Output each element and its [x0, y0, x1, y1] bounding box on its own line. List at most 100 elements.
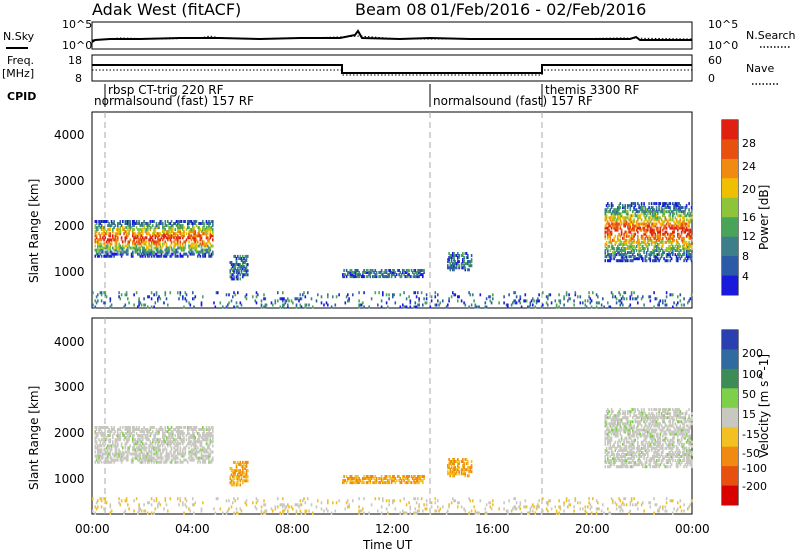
echo-cell: [197, 440, 199, 444]
echo-cell: [632, 446, 634, 450]
echo-cell: [645, 244, 648, 248]
echo-cell: [660, 238, 663, 242]
echo-cell: [194, 248, 197, 252]
echo-cell: [613, 226, 615, 230]
echo-cell: [169, 440, 172, 444]
echo-cell: [663, 251, 665, 255]
echo-cell: [413, 305, 415, 309]
echo-cell: [403, 269, 405, 272]
echo-cell: [190, 444, 193, 448]
echo-cell: [452, 472, 454, 476]
echo-cell: [159, 438, 162, 442]
echo-cell: [350, 269, 353, 272]
echo-cell: [372, 269, 374, 272]
echo-cell: [189, 230, 192, 234]
echo-cell: [175, 232, 178, 236]
echo-cell: [463, 256, 465, 259]
echo-cell: [648, 242, 650, 246]
echo-cell: [655, 412, 658, 416]
echo-cell: [453, 464, 455, 468]
echo-cell: [178, 452, 180, 456]
echo-cell: [633, 426, 635, 430]
echo-cell: [363, 481, 365, 485]
echo-cell: [663, 257, 665, 261]
echo-cell: [657, 436, 659, 440]
echo-cell: [455, 470, 458, 474]
power-ytick-3000: 3000: [54, 174, 85, 188]
echo-cell: [244, 475, 247, 479]
echo-cell: [132, 440, 134, 444]
echo-cell: [95, 432, 98, 436]
echo-cell: [362, 481, 364, 485]
echo-cell: [182, 226, 184, 230]
echo-cell: [178, 224, 180, 228]
echo-cell: [357, 269, 359, 272]
echo-cell: [153, 446, 155, 450]
echo-cell: [184, 458, 187, 462]
echo-cell: [655, 450, 658, 454]
echo-cell: [245, 265, 248, 269]
echo-cell: [618, 453, 620, 456]
echo-cell: [194, 220, 197, 223]
echo-cell: [612, 210, 614, 214]
echo-cell: [235, 269, 238, 273]
echo-cell: [404, 275, 407, 279]
echo-cell: [109, 228, 112, 232]
echo-cell: [618, 242, 620, 246]
echo-cell: [672, 247, 674, 250]
echo-cell: [647, 226, 649, 230]
echo-cell: [110, 220, 113, 223]
echo-cell: [637, 236, 639, 240]
echo-cell: [647, 450, 649, 454]
echo-cell: [113, 238, 115, 242]
echo-cell: [419, 271, 422, 274]
echo-cell: [198, 432, 200, 436]
echo-cell: [115, 228, 118, 232]
echo-cell: [658, 422, 660, 426]
echo-cell: [612, 216, 614, 220]
echo-cell: [673, 426, 675, 430]
echo-cell: [119, 226, 122, 230]
echo-cell: [653, 414, 655, 418]
echo-cell: [683, 238, 685, 242]
echo-cell: [345, 275, 348, 279]
echo-cell: [235, 477, 238, 481]
echo-cell: [658, 236, 660, 240]
echo-cell: [382, 291, 384, 295]
echo-cell: [132, 240, 134, 244]
echo-cell: [203, 434, 205, 438]
echo-cell: [150, 254, 153, 258]
echo-cell: [665, 291, 668, 295]
echo-cell: [173, 446, 175, 450]
echo-cell: [563, 303, 565, 307]
echo-cell: [149, 250, 152, 254]
echo-cell: [674, 216, 677, 220]
echo-cell: [418, 303, 420, 307]
echo-cell: [182, 440, 184, 444]
echo-cell: [595, 293, 598, 297]
echo-cell: [200, 452, 203, 456]
echo-cell: [679, 244, 682, 248]
echo-cell: [478, 305, 480, 309]
echo-cell: [654, 222, 657, 226]
echo-cell: [138, 230, 140, 234]
echo-cell: [380, 271, 383, 274]
echo-cell: [120, 248, 123, 252]
echo-cell: [643, 220, 645, 224]
echo-cell: [448, 458, 450, 461]
echo-cell: [662, 410, 664, 414]
echo-cell: [588, 291, 590, 295]
echo-cell: [188, 436, 190, 440]
echo-cell: [670, 257, 673, 261]
echo-cell: [669, 432, 672, 436]
echo-cell: [184, 220, 187, 223]
echo-cell: [188, 234, 190, 238]
echo-cell: [632, 442, 634, 446]
echo-cell: [644, 444, 647, 448]
echo-cell: [653, 230, 655, 234]
echo-cell: [145, 436, 148, 440]
echo-cell: [97, 246, 99, 250]
echo-cell: [200, 450, 203, 454]
echo-cell: [633, 220, 635, 224]
echo-cell: [683, 226, 685, 230]
